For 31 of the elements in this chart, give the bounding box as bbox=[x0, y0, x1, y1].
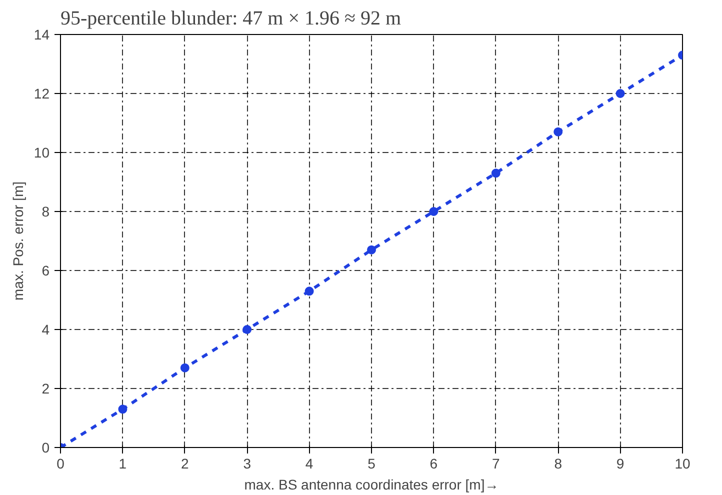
chart-title: 95-percentile blunder: 47 m × 1.96 ≈ 92 m bbox=[60, 8, 402, 30]
point bbox=[118, 404, 128, 414]
x-tick-label: 4 bbox=[305, 456, 314, 472]
y-tick-label: 4 bbox=[42, 322, 50, 338]
y-tick-label: 2 bbox=[42, 380, 50, 396]
x-tick-label: 9 bbox=[616, 456, 624, 472]
point bbox=[491, 168, 500, 178]
x-tick-label: 2 bbox=[181, 456, 190, 472]
x-tick-label: 3 bbox=[243, 456, 252, 472]
y-tick-label: 10 bbox=[34, 144, 50, 160]
point bbox=[554, 127, 563, 136]
point bbox=[304, 286, 314, 296]
x-tick-label: 7 bbox=[492, 456, 500, 472]
point bbox=[616, 89, 625, 98]
y-tick-label: 14 bbox=[34, 26, 50, 42]
y-axis-title: max. Pos. error [m] bbox=[10, 181, 26, 301]
point bbox=[180, 363, 190, 372]
point bbox=[367, 245, 376, 254]
x-tick-label: 1 bbox=[118, 456, 127, 472]
y-tick-label: 6 bbox=[42, 262, 50, 278]
x-tick-label: 6 bbox=[430, 456, 438, 472]
point bbox=[429, 207, 438, 216]
x-tick-label: 10 bbox=[674, 456, 690, 472]
y-tick-label: 8 bbox=[42, 204, 50, 220]
x-axis-title: max. BS antenna coordinates error [m]→ bbox=[244, 476, 499, 492]
x-tick-label: 0 bbox=[56, 456, 65, 472]
x-tick-label: 8 bbox=[554, 456, 562, 472]
y-tick-label: 12 bbox=[34, 86, 50, 102]
x-tick-label: 5 bbox=[368, 456, 376, 472]
y-tick-label: 0 bbox=[42, 440, 50, 456]
point bbox=[242, 325, 252, 334]
